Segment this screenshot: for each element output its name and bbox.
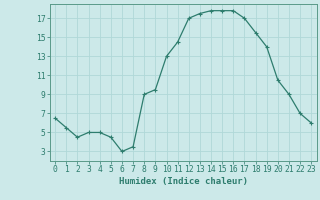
X-axis label: Humidex (Indice chaleur): Humidex (Indice chaleur)	[119, 177, 248, 186]
